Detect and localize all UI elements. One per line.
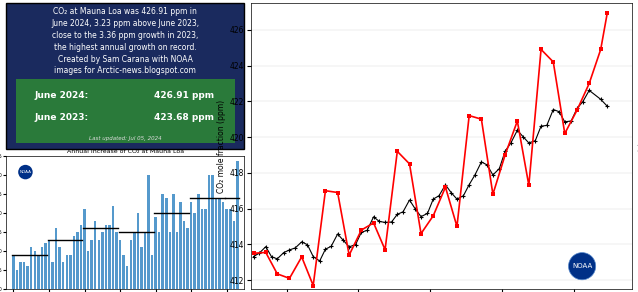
Bar xyxy=(112,206,114,289)
Bar xyxy=(151,255,153,289)
Bar xyxy=(229,209,232,289)
Bar xyxy=(37,255,40,289)
Bar xyxy=(186,228,189,289)
Bar xyxy=(222,202,225,289)
Bar xyxy=(197,194,200,289)
Bar xyxy=(101,232,103,289)
Bar xyxy=(161,194,164,289)
Bar xyxy=(66,255,68,289)
Bar xyxy=(87,251,89,289)
Text: June 2024:: June 2024: xyxy=(35,91,89,100)
Text: June 2023:: June 2023: xyxy=(35,113,89,121)
Text: 2024-July-05: 2024-July-05 xyxy=(635,133,638,159)
Bar xyxy=(172,194,175,289)
Bar xyxy=(51,263,54,289)
Bar xyxy=(19,263,22,289)
FancyBboxPatch shape xyxy=(6,3,244,149)
Bar xyxy=(12,255,15,289)
Bar xyxy=(133,232,135,289)
Bar xyxy=(211,175,214,289)
Bar xyxy=(73,236,75,289)
Bar xyxy=(208,175,210,289)
Bar xyxy=(215,198,218,289)
Bar xyxy=(140,247,143,289)
Text: 426.91 ppm: 426.91 ppm xyxy=(154,91,214,100)
Bar xyxy=(48,240,50,289)
Bar xyxy=(80,225,82,289)
Bar xyxy=(69,255,71,289)
Bar xyxy=(190,202,193,289)
Bar xyxy=(26,266,29,289)
Bar xyxy=(233,221,235,289)
Bar xyxy=(175,232,178,289)
Bar xyxy=(122,255,125,289)
Text: NOAA: NOAA xyxy=(572,263,592,269)
Bar xyxy=(225,209,228,289)
Bar xyxy=(165,198,168,289)
Bar xyxy=(179,202,182,289)
Title: Annual Increase of CO₂ at Mauna Loa: Annual Increase of CO₂ at Mauna Loa xyxy=(67,150,184,154)
Bar xyxy=(168,232,171,289)
Bar xyxy=(16,270,19,289)
Bar xyxy=(183,221,185,289)
Bar xyxy=(236,161,239,289)
Text: 423.68 ppm: 423.68 ppm xyxy=(154,113,214,121)
Bar xyxy=(76,232,78,289)
Bar xyxy=(41,247,43,289)
Text: NOAA: NOAA xyxy=(19,170,31,174)
Bar xyxy=(119,240,121,289)
Bar xyxy=(218,198,221,289)
Bar xyxy=(30,247,33,289)
Bar xyxy=(144,232,146,289)
Bar xyxy=(59,247,61,289)
Bar xyxy=(147,175,150,289)
Text: Last updated: Jul 05, 2024: Last updated: Jul 05, 2024 xyxy=(89,136,162,141)
Bar xyxy=(154,217,157,289)
Bar xyxy=(62,263,64,289)
Bar xyxy=(44,244,47,289)
Bar xyxy=(55,228,57,289)
Bar xyxy=(137,213,139,289)
Bar xyxy=(200,209,203,289)
FancyBboxPatch shape xyxy=(16,79,235,143)
Bar xyxy=(130,240,132,289)
Bar xyxy=(193,213,196,289)
Bar xyxy=(91,240,93,289)
Bar xyxy=(105,225,107,289)
Bar xyxy=(84,209,85,289)
Bar xyxy=(115,232,118,289)
Text: CO₂ at Mauna Loa was 426.91 ppm in
June 2024, 3.23 ppm above June 2023,
close to: CO₂ at Mauna Loa was 426.91 ppm in June … xyxy=(52,7,200,75)
Bar xyxy=(158,232,160,289)
Bar xyxy=(108,225,110,289)
Bar xyxy=(34,251,36,289)
Bar xyxy=(126,266,128,289)
Y-axis label: CO₂ mole fraction (ppm): CO₂ mole fraction (ppm) xyxy=(218,100,226,192)
Bar xyxy=(98,240,100,289)
Bar xyxy=(23,263,26,289)
Bar xyxy=(204,209,207,289)
Bar xyxy=(94,221,96,289)
